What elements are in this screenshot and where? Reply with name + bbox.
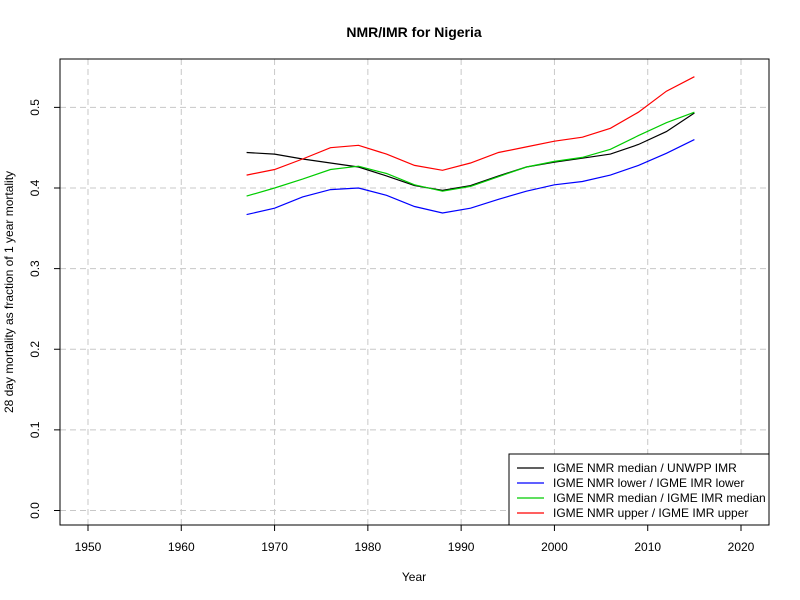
legend-box <box>508 453 770 526</box>
x-axis-title: Year <box>402 570 426 584</box>
legend-label: IGME NMR upper / IGME IMR upper <box>553 506 748 520</box>
y-tick-label: 0.1 <box>28 421 42 438</box>
series-line-2 <box>246 139 695 216</box>
legend-label: IGME NMR median / UNWPP IMR <box>553 461 737 475</box>
y-axis: 0.0 0.1 0.2 0.3 0.4 0.5 <box>28 99 60 519</box>
x-tick-label: 2000 <box>541 540 568 554</box>
legend-label: IGME NMR lower / IGME IMR lower <box>553 476 744 490</box>
x-axis: 1950 1960 1970 1980 1990 2000 2010 2020 <box>75 525 755 554</box>
y-tick-label: 0.0 <box>28 502 42 519</box>
series-line-1 <box>246 112 695 192</box>
x-tick-label: 2010 <box>634 540 661 554</box>
series-line-4 <box>246 76 695 176</box>
x-tick-label: 1950 <box>75 540 102 554</box>
x-tick-label: 1960 <box>168 540 195 554</box>
chart-title: NMR/IMR for Nigeria <box>346 24 482 40</box>
x-tick-label: 1980 <box>355 540 382 554</box>
x-tick-label: 1990 <box>448 540 475 554</box>
legend-label: IGME NMR median / IGME IMR median <box>553 491 766 505</box>
y-tick-label: 0.4 <box>28 179 42 196</box>
x-tick-label: 2020 <box>728 540 755 554</box>
series-line-3 <box>246 111 695 197</box>
y-tick-label: 0.3 <box>28 260 42 277</box>
y-axis-title: 28 day mortality as fraction of 1 year m… <box>2 171 16 413</box>
x-tick-label: 1970 <box>261 540 288 554</box>
plot-frame <box>59 58 770 526</box>
y-tick-label: 0.2 <box>28 341 42 358</box>
series-lines <box>246 76 695 216</box>
y-tick-label: 0.5 <box>28 99 42 116</box>
